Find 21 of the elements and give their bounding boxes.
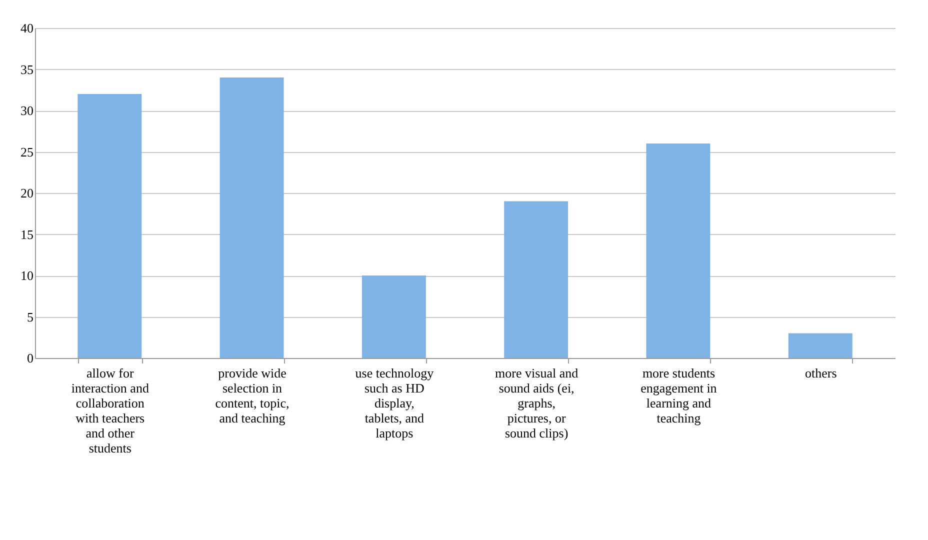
- x-tick-label: provide wide selection in content, topic, and teaching: [215, 366, 290, 426]
- x-tick-label: allow for interaction and collaboration with teachers and other students: [71, 366, 150, 456]
- x-tick-label: others: [804, 366, 837, 380]
- bar: [78, 94, 142, 358]
- y-tick-label: 30: [20, 103, 34, 118]
- y-tick-label: 5: [27, 309, 34, 324]
- y-tick-label: 40: [20, 20, 34, 36]
- x-tick-label: more visual and sound aids (ei, graphs, pictures, or sound clips): [495, 366, 579, 440]
- bar: [646, 144, 710, 358]
- x-tick-label: use technology such as HD display, tablets, and laptops: [355, 366, 434, 440]
- x-tick-label: more students engagement in learning and teaching: [640, 366, 718, 426]
- y-tick-label: 35: [20, 62, 34, 77]
- bar: [362, 276, 426, 358]
- y-tick-label: 15: [20, 226, 34, 242]
- y-tick-label: 20: [20, 186, 34, 200]
- bar: [788, 333, 852, 358]
- y-tick-label: 0: [27, 350, 34, 366]
- bar: [504, 201, 568, 358]
- bar: [220, 78, 284, 358]
- y-tick-label: 25: [20, 144, 34, 160]
- y-tick-label: 10: [20, 268, 34, 283]
